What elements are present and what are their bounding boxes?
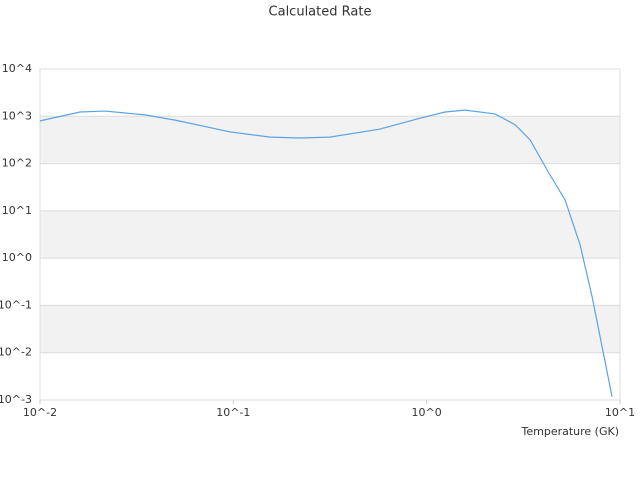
y-tick-label: 10^4: [2, 62, 32, 75]
grid-band: [40, 116, 620, 164]
y-tick-label: 10^-3: [0, 393, 32, 406]
x-tick-label: 10^1: [605, 406, 635, 419]
x-tick-label: 10^-2: [23, 406, 57, 419]
y-tick-label: 10^-2: [0, 346, 32, 359]
y-tick-label: 10^-1: [0, 298, 32, 311]
data-line: [39, 109, 613, 397]
grid-band: [40, 210, 620, 259]
y-tick-label: 10^0: [2, 251, 32, 264]
y-tick-label: 10^3: [2, 109, 32, 122]
y-tick-label: 10^2: [2, 157, 32, 170]
chart-title: Calculated Rate: [269, 5, 372, 20]
grid-band: [40, 305, 620, 353]
y-tick-label: 10^1: [2, 204, 32, 217]
x-tick-label: 10^-1: [216, 406, 250, 419]
grid-bands: [40, 116, 620, 353]
x-tick-label: 10^0: [412, 406, 442, 419]
x-axis-label: Temperature (GK): [521, 425, 620, 438]
